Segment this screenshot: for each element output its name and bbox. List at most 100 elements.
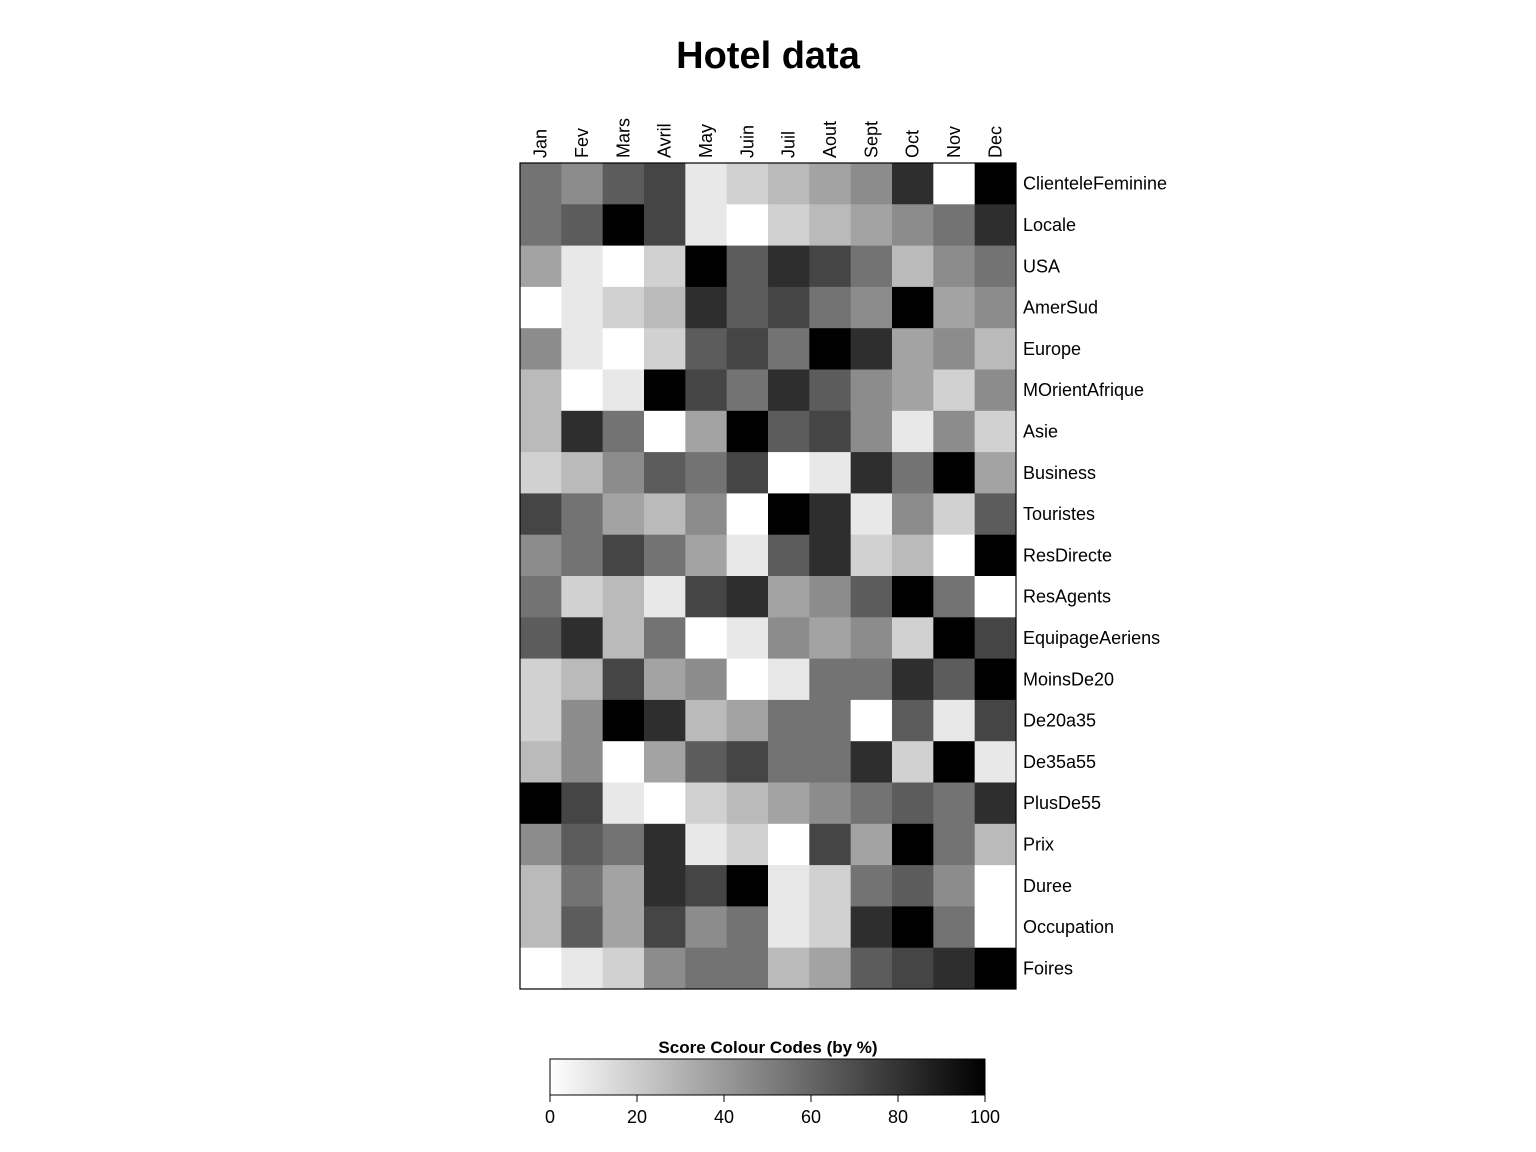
heatmap-cell [726,699,769,742]
heatmap-cell [892,617,934,660]
heatmap-cell [644,163,686,205]
heatmap-cell [685,741,728,783]
column-label: Oct [903,130,923,158]
heatmap-cell [644,823,686,866]
heatmap-cell [768,782,810,825]
heatmap-cell [561,534,604,577]
heatmap-cell [602,782,645,825]
heatmap-cell [520,163,562,205]
heatmap-cell [602,452,645,494]
heatmap-cell [726,947,769,990]
heatmap-cell [892,369,934,412]
heatmap-cell [974,163,1017,205]
heatmap-cell [809,617,852,660]
heatmap-cell [768,286,810,329]
heatmap-cell [726,906,769,949]
heatmap-cell [892,947,934,990]
heatmap-cell [644,947,686,990]
heatmap-cell [561,452,604,494]
legend-tick-label: 40 [714,1107,734,1127]
heatmap-cell [520,823,562,866]
heatmap-cell [892,493,934,536]
heatmap-cell [602,576,645,618]
heatmap-cell [602,369,645,412]
heatmap-cell [933,576,976,618]
heatmap-cell [602,493,645,536]
heatmap-cell [685,782,728,825]
heatmap-cell [974,452,1017,494]
row-label: ResDirecte [1023,545,1112,565]
heatmap-cell [561,699,604,742]
heatmap-cell [685,947,728,990]
heatmap-cell [892,576,934,618]
row-label: Business [1023,463,1096,483]
heatmap-cell [933,947,976,990]
heatmap-cell [726,493,769,536]
heatmap-cell [726,782,769,825]
heatmap-cell [768,906,810,949]
heatmap-cell [685,658,728,701]
chart-title: Hotel data [676,35,861,77]
heatmap-cell [809,286,852,329]
heatmap-cell [809,493,852,536]
legend-colorbar [549,1058,986,1096]
heatmap-cell [809,823,852,866]
heatmap-cell [974,617,1017,660]
heatmap-cell [685,245,728,288]
heatmap-cell [850,947,893,990]
heatmap-cell [685,699,728,742]
heatmap-cell [520,699,562,742]
heatmap-cell [809,741,852,783]
heatmap-cell [602,204,645,247]
heatmap-cell [809,699,852,742]
heatmap-cell [768,865,810,907]
heatmap-cell [768,204,810,247]
heatmap-cell [726,245,769,288]
heatmap-cell [850,410,893,453]
legend-tick-label: 100 [970,1107,1000,1127]
legend-title: Score Colour Codes (by %) [658,1038,877,1057]
heatmap-cell [933,286,976,329]
heatmap-cell [520,534,562,577]
heatmap-cell [933,865,976,907]
heatmap-cell [974,534,1017,577]
heatmap-cell [933,452,976,494]
heatmap-cell [809,947,852,990]
row-label: PlusDe55 [1023,793,1101,813]
heatmap-cell [809,865,852,907]
heatmap-cell [809,782,852,825]
color-legend: Score Colour Codes (by %) 0 20 40 60 80 100 [545,1038,1000,1127]
heatmap-cell [892,452,934,494]
heatmap-cell [850,906,893,949]
heatmap-cell [768,741,810,783]
heatmap-cell [974,865,1017,907]
heatmap-cell [561,658,604,701]
row-label: De35a55 [1023,752,1096,772]
heatmap-cell [892,823,934,866]
heatmap-cell [974,576,1017,618]
heatmap-cell [561,163,604,205]
heatmap-cell [768,493,810,536]
heatmap-cell [520,906,562,949]
heatmap-cell [974,286,1017,329]
heatmap-cell [685,493,728,536]
heatmap-cell [520,865,562,907]
heatmap-cell [685,534,728,577]
heatmap-cell [768,617,810,660]
heatmap-cell [892,286,934,329]
heatmap-cell [850,534,893,577]
heatmap-cell [644,865,686,907]
heatmap-cell [933,782,976,825]
row-label: MOrientAfrique [1023,380,1144,400]
heatmap-cell [974,906,1017,949]
row-label: AmerSud [1023,298,1098,318]
legend-tick-label: 20 [627,1107,647,1127]
heatmap-cell [561,741,604,783]
heatmap-cell [892,865,934,907]
heatmap-cell [561,328,604,370]
heatmap-cell [933,163,976,205]
heatmap-cell [850,741,893,783]
heatmap-cell [602,865,645,907]
heatmap-cell [685,617,728,660]
